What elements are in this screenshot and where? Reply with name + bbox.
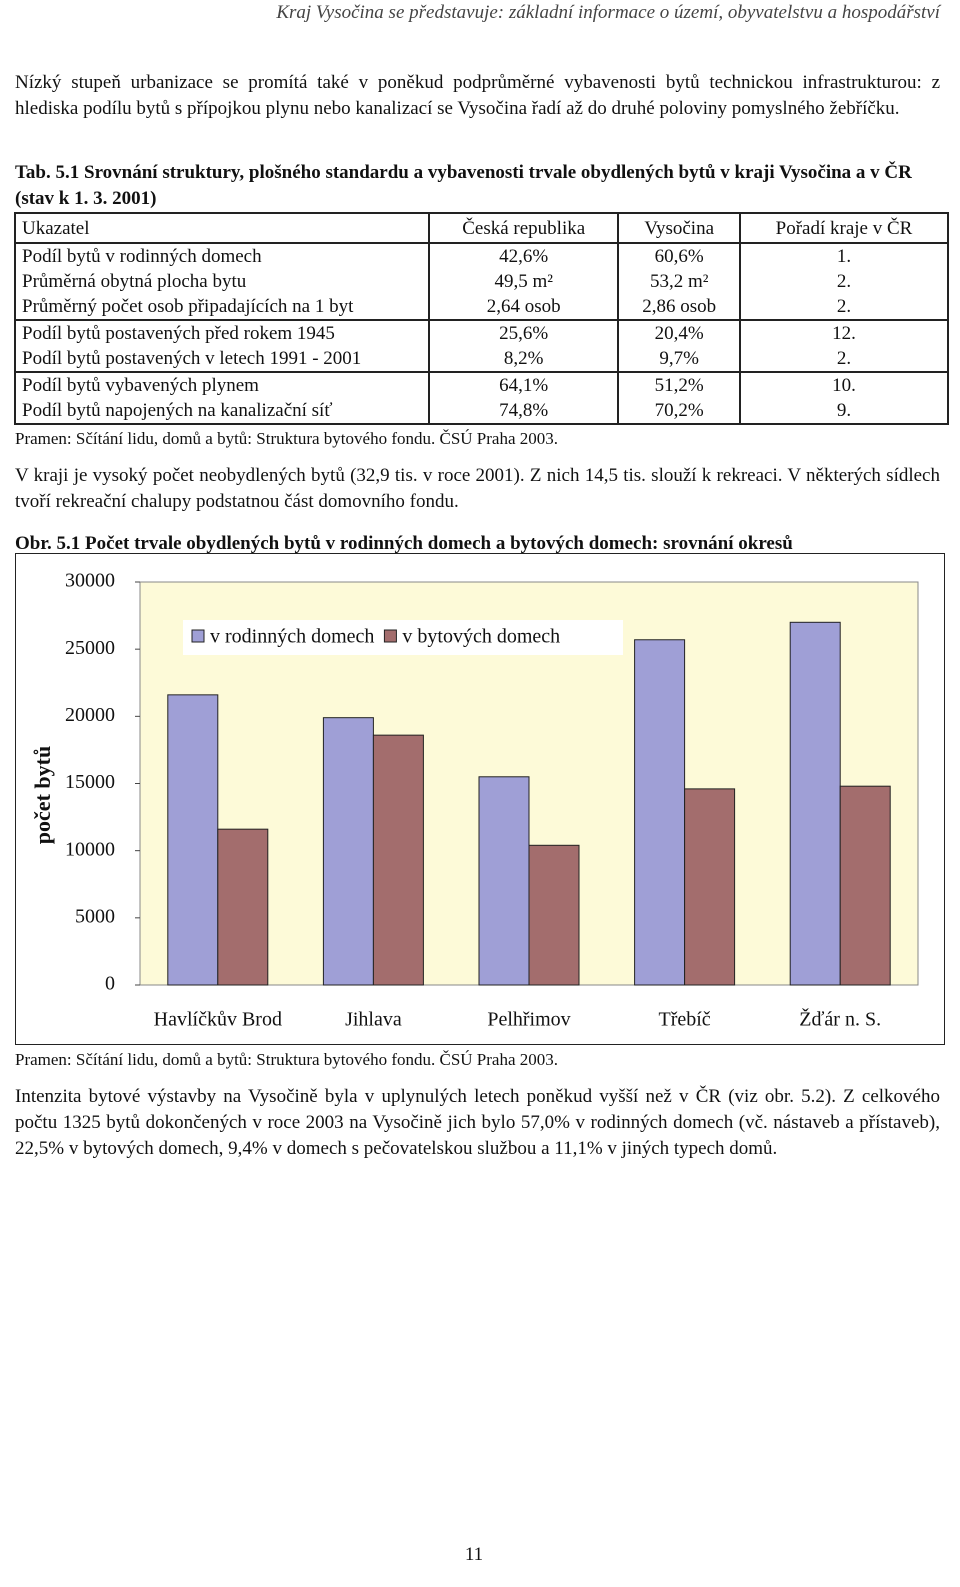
table-row: Průměrná obytná plocha bytu 49,5 m² 53,2 m… bbox=[16, 269, 947, 294]
cell: 2. bbox=[738, 269, 947, 294]
paragraph: V kraji je vysoký počet neobydlených byt… bbox=[15, 465, 940, 512]
table-row: Podíl bytů vybavených plynem 64,1% 51,2% 10… bbox=[16, 371, 947, 398]
column-header: Česká republika bbox=[427, 214, 619, 244]
cell: 10. bbox=[738, 371, 947, 398]
cell: 9,7% bbox=[617, 346, 740, 372]
legend-box bbox=[183, 620, 623, 655]
x-tick-label: Pelhřimov bbox=[487, 1009, 570, 1031]
y-tick-label: 10000 bbox=[65, 838, 115, 860]
x-tick-label: Třebíč bbox=[659, 1009, 711, 1031]
table-caption: Tab. 5.1 Srovnání struktury, plošného st… bbox=[15, 162, 912, 209]
x-tick-label: Žďár n. S. bbox=[799, 1008, 881, 1031]
cell: 64,1% bbox=[427, 371, 619, 398]
cell: 1. bbox=[738, 243, 947, 269]
chart: 0 5000 10000 15000 20000 25000 30000 počet bytů… bbox=[15, 553, 945, 1045]
bar bbox=[167, 694, 219, 986]
table-row: Podíl bytů v rodinných domech 42,6% 60,6% 1… bbox=[16, 243, 947, 269]
y-tick-label: 0 bbox=[105, 973, 115, 995]
legend: v rodinných domech v bytových domech bbox=[183, 620, 623, 655]
y-tick-label: 15000 bbox=[65, 771, 115, 793]
row-label: Podíl bytů vybavených plynem bbox=[16, 371, 429, 398]
bar bbox=[789, 621, 841, 986]
y-tick-label: 5000 bbox=[75, 905, 115, 927]
page-number: 11 bbox=[464, 1544, 484, 1565]
row-label: Podíl bytů postavených v letech 1991 - 2… bbox=[22, 348, 362, 369]
bar bbox=[478, 776, 530, 986]
cell: 70,2% bbox=[617, 398, 740, 423]
legend-swatch bbox=[191, 629, 205, 643]
y-tick-label: 30000 bbox=[65, 570, 115, 592]
column-header: Ukazatel bbox=[16, 214, 429, 244]
header-row: Ukazatel Česká republika Vysočina Pořadí kr… bbox=[16, 214, 947, 244]
table-source: Pramen: Sčítání lidu, domů a bytů: Struk… bbox=[15, 429, 559, 448]
figure-caption: Obr. 5.1 Počet trvale obydlených bytů v … bbox=[15, 533, 793, 554]
legend-label: v bytových domech bbox=[402, 626, 560, 648]
row-label: Průměrná obytná plocha bytu bbox=[22, 271, 247, 292]
table-row: Průměrný počet osob připadajících na 1 b… bbox=[16, 294, 947, 320]
bar bbox=[217, 828, 269, 986]
bar bbox=[684, 788, 736, 986]
table-frame: Ukazatel Česká republika Vysočina Pořadí kr… bbox=[14, 212, 949, 425]
column-header: Pořadí kraje v ČR bbox=[738, 214, 947, 244]
bar bbox=[528, 844, 580, 986]
y-tick-label: 25000 bbox=[65, 637, 115, 659]
paragraph: Nízký stupeň urbanizace se promítá také … bbox=[15, 72, 940, 119]
running-header: Kraj Vysočina se představuje: základní i… bbox=[276, 2, 940, 23]
cell: 12. bbox=[738, 319, 947, 346]
row-label: Podíl bytů v rodinných domech bbox=[22, 246, 262, 267]
x-tick-label: Havlíčkův Brod bbox=[154, 1009, 282, 1031]
cell: 2,64 osob bbox=[427, 294, 619, 320]
bar bbox=[372, 734, 424, 986]
cell: 20,4% bbox=[617, 319, 740, 346]
row-label: Podíl bytů napojených na kanalizační síť bbox=[22, 400, 333, 421]
row-label: Průměrný počet osob připadajících na 1 b… bbox=[22, 296, 354, 317]
bar bbox=[322, 717, 374, 986]
cell: 53,2 m² bbox=[617, 269, 740, 294]
y-tick-label: 20000 bbox=[65, 704, 115, 726]
cell: 60,6% bbox=[617, 243, 740, 269]
legend-swatch bbox=[383, 629, 397, 643]
figure-source: Pramen: Sčítání lidu, domů a bytů: Struk… bbox=[15, 1050, 559, 1069]
y-axis-label: počet bytů bbox=[30, 746, 55, 844]
cell: 2. bbox=[738, 346, 947, 372]
paragraph: Intenzita bytové výstavby na Vysočině by… bbox=[15, 1086, 940, 1159]
cell: 9. bbox=[738, 398, 947, 423]
cell: 51,2% bbox=[617, 371, 740, 398]
cell: 8,2% bbox=[427, 346, 619, 372]
cell: 74,8% bbox=[427, 398, 619, 423]
table: Ukazatel Česká republika Vysočina Pořadí kr… bbox=[16, 214, 947, 423]
cell: 42,6% bbox=[427, 243, 619, 269]
table-row: Podíl bytů postavených v letech 1991 - 2… bbox=[16, 346, 947, 372]
row-label: Podíl bytů postavených před rokem 1945 bbox=[16, 319, 429, 346]
cell: 2. bbox=[738, 294, 947, 320]
x-tick-label: Jihlava bbox=[345, 1009, 402, 1031]
bar bbox=[634, 639, 686, 986]
cell: 49,5 m² bbox=[427, 269, 619, 294]
cell: 2,86 osob bbox=[617, 294, 740, 320]
legend-label: v rodinných domech bbox=[210, 626, 374, 648]
column-header: Vysočina bbox=[617, 214, 740, 244]
cell: 25,6% bbox=[427, 319, 619, 346]
bar bbox=[839, 785, 891, 986]
table-row: Podíl bytů napojených na kanalizační síť… bbox=[16, 398, 947, 423]
table-row: Podíl bytů postavených před rokem 1945 25… bbox=[16, 319, 947, 346]
